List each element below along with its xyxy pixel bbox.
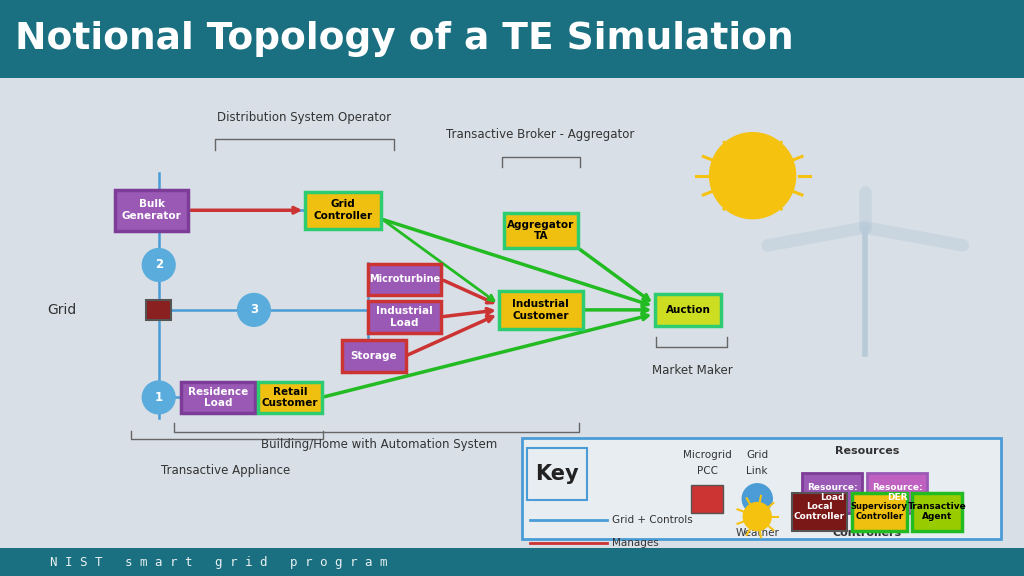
Bar — [368, 301, 441, 333]
Bar — [181, 382, 255, 414]
Text: Key: Key — [536, 464, 579, 484]
Text: Resource:
DER: Resource: DER — [871, 483, 923, 502]
Text: Notional Topology of a TE Simulation: Notional Topology of a TE Simulation — [15, 21, 794, 57]
Bar — [0, 548, 1024, 576]
Circle shape — [710, 132, 796, 219]
Text: Controllers: Controllers — [833, 528, 902, 538]
Circle shape — [742, 484, 772, 514]
Text: Manages: Manages — [612, 538, 659, 548]
Text: Building/Home with Automation System: Building/Home with Automation System — [261, 438, 497, 451]
Text: N I S T   s m a r t   g r i d   p r o g r a m: N I S T s m a r t g r i d p r o g r a m — [50, 556, 387, 569]
Bar — [305, 192, 382, 229]
Text: Distribution System Operator: Distribution System Operator — [217, 111, 391, 124]
Text: Local
Controller: Local Controller — [794, 502, 845, 521]
Text: Auction: Auction — [666, 305, 711, 315]
Bar — [522, 438, 1001, 539]
Text: Industrial
Customer: Industrial Customer — [512, 299, 569, 321]
Bar — [499, 291, 583, 328]
Circle shape — [743, 502, 771, 530]
Circle shape — [238, 294, 270, 326]
Bar — [146, 300, 171, 320]
Bar — [258, 382, 322, 414]
Text: Aggregator
TA: Aggregator TA — [507, 219, 574, 241]
Text: 2: 2 — [155, 259, 163, 271]
Text: Grid
Controller: Grid Controller — [313, 199, 373, 221]
Bar — [0, 0, 1024, 78]
Bar — [655, 294, 722, 326]
Text: Grid + Controls: Grid + Controls — [612, 515, 693, 525]
Text: Residence
Load: Residence Load — [188, 386, 248, 408]
Text: Weather: Weather — [735, 528, 779, 538]
Bar — [368, 264, 441, 295]
Text: Industrial
Load: Industrial Load — [376, 306, 433, 328]
Text: Grid: Grid — [47, 303, 76, 317]
Text: 3: 3 — [250, 304, 258, 316]
Bar — [802, 473, 862, 513]
Text: Market Maker: Market Maker — [652, 364, 732, 377]
Circle shape — [142, 249, 175, 281]
Text: Transactive Appliance: Transactive Appliance — [161, 464, 290, 477]
Bar — [912, 492, 963, 530]
Text: Microturbine: Microturbine — [369, 274, 440, 285]
Text: Supervisory
Controller: Supervisory Controller — [851, 502, 907, 521]
Bar — [115, 190, 188, 231]
Text: Transactive
Agent: Transactive Agent — [908, 502, 967, 521]
Text: Resource:
Load: Resource: Load — [807, 483, 857, 502]
Bar — [793, 492, 847, 530]
Bar — [867, 473, 928, 513]
Bar — [852, 492, 907, 530]
Bar — [504, 213, 578, 248]
Text: Transactive: Transactive — [612, 561, 672, 571]
Text: 1: 1 — [155, 391, 163, 404]
Text: Link: Link — [746, 466, 768, 476]
Text: Storage: Storage — [350, 351, 397, 361]
Bar — [527, 448, 587, 500]
Bar — [342, 340, 406, 372]
Text: Grid: Grid — [746, 450, 768, 460]
Circle shape — [142, 381, 175, 414]
Bar — [691, 485, 723, 513]
Text: Resources: Resources — [835, 446, 899, 456]
Text: Retail
Customer: Retail Customer — [261, 386, 318, 408]
Text: Bulk
Generator: Bulk Generator — [122, 199, 181, 221]
Text: PCC: PCC — [696, 466, 718, 476]
Text: Microgrid: Microgrid — [683, 450, 731, 460]
Text: Transactive Broker - Aggregator: Transactive Broker - Aggregator — [446, 128, 635, 141]
